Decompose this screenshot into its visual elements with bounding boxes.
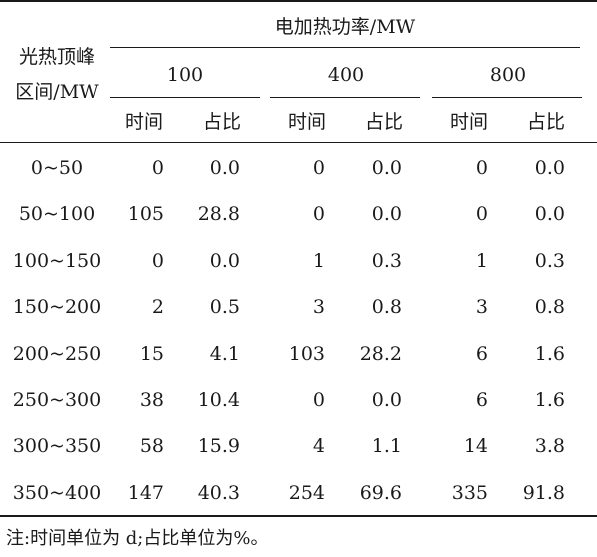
row-label: 200~250 <box>12 343 102 365</box>
row-label: 300~350 <box>12 435 102 457</box>
cell-time-100: 0 <box>151 250 164 272</box>
cell-share-100: 40.3 <box>197 482 240 504</box>
sub-header-share-2: 占比 <box>364 111 404 133</box>
cell-share-100: 15.9 <box>197 435 240 457</box>
cell-time-800: 3 <box>475 296 488 318</box>
cell-share-400: 28.2 <box>359 343 402 365</box>
cell-time-400: 0 <box>312 389 325 411</box>
cell-share-400: 0.0 <box>371 157 402 179</box>
cell-time-800: 335 <box>451 482 488 504</box>
cell-time-800: 6 <box>475 343 488 365</box>
group-rule-400 <box>270 97 420 98</box>
cell-share-800: 0.3 <box>534 250 565 272</box>
cell-time-400: 3 <box>312 296 325 318</box>
cell-share-800: 91.8 <box>522 482 565 504</box>
cell-share-100: 0.0 <box>209 250 240 272</box>
cell-time-100: 58 <box>139 435 164 457</box>
cell-time-400: 103 <box>288 343 325 365</box>
sub-header-share-3: 占比 <box>526 111 566 133</box>
stub-header-line-2: 区间/MW <box>15 81 99 103</box>
cell-share-800: 3.8 <box>534 435 565 457</box>
cell-share-100: 0.0 <box>209 157 240 179</box>
cell-time-100: 15 <box>139 343 164 365</box>
row-label: 100~150 <box>12 250 102 272</box>
cell-share-100: 10.4 <box>197 389 240 411</box>
cell-share-400: 0.0 <box>371 389 402 411</box>
bottom-rule <box>0 515 597 517</box>
cell-share-800: 0.0 <box>534 157 565 179</box>
cell-share-400: 1.1 <box>371 435 402 457</box>
cell-share-100: 28.8 <box>197 203 240 225</box>
group-rule-100 <box>110 97 260 98</box>
cell-time-400: 1 <box>312 250 325 272</box>
sub-header-time-1: 时间 <box>124 111 164 133</box>
cell-share-800: 1.6 <box>534 389 565 411</box>
row-label: 350~400 <box>12 482 102 504</box>
cell-time-800: 1 <box>475 250 488 272</box>
cell-time-800: 14 <box>463 435 488 457</box>
cell-time-800: 0 <box>475 203 488 225</box>
cell-time-400: 254 <box>288 482 325 504</box>
spanner-rule <box>110 47 580 48</box>
row-label: 50~100 <box>18 203 96 225</box>
group-header-400: 400 <box>327 64 365 86</box>
header-rule <box>0 142 597 143</box>
cell-time-400: 4 <box>312 435 325 457</box>
row-label: 0~50 <box>30 157 84 179</box>
row-label: 250~300 <box>12 389 102 411</box>
cell-time-100: 2 <box>151 296 164 318</box>
cell-share-800: 1.6 <box>534 343 565 365</box>
cell-time-100: 105 <box>127 203 164 225</box>
cell-time-800: 6 <box>475 389 488 411</box>
cell-time-400: 0 <box>312 203 325 225</box>
cell-time-100: 38 <box>139 389 164 411</box>
cell-share-100: 4.1 <box>209 343 240 365</box>
cell-share-400: 0.3 <box>371 250 402 272</box>
cell-share-400: 0.0 <box>371 203 402 225</box>
cell-share-400: 69.6 <box>359 482 402 504</box>
top-rule <box>0 0 597 2</box>
cell-time-100: 147 <box>127 482 164 504</box>
cell-share-400: 0.8 <box>371 296 402 318</box>
sub-header-share-1: 占比 <box>202 111 242 133</box>
sub-header-time-2: 时间 <box>287 111 327 133</box>
group-header-100: 100 <box>166 64 204 86</box>
cell-time-100: 0 <box>151 157 164 179</box>
spanner-header: 电加热功率/MW <box>274 16 416 38</box>
cell-time-800: 0 <box>475 157 488 179</box>
cell-time-400: 0 <box>312 157 325 179</box>
row-label: 150~200 <box>12 296 102 318</box>
cell-share-100: 0.5 <box>209 296 240 318</box>
table-note: 注:时间单位为 d;占比单位为%。 <box>6 528 269 549</box>
cell-share-800: 0.8 <box>534 296 565 318</box>
group-header-800: 800 <box>489 64 527 86</box>
group-rule-800 <box>432 97 582 98</box>
stub-header-line-1: 光热顶峰 <box>18 46 96 68</box>
cell-share-800: 0.0 <box>534 203 565 225</box>
sub-header-time-3: 时间 <box>449 111 489 133</box>
